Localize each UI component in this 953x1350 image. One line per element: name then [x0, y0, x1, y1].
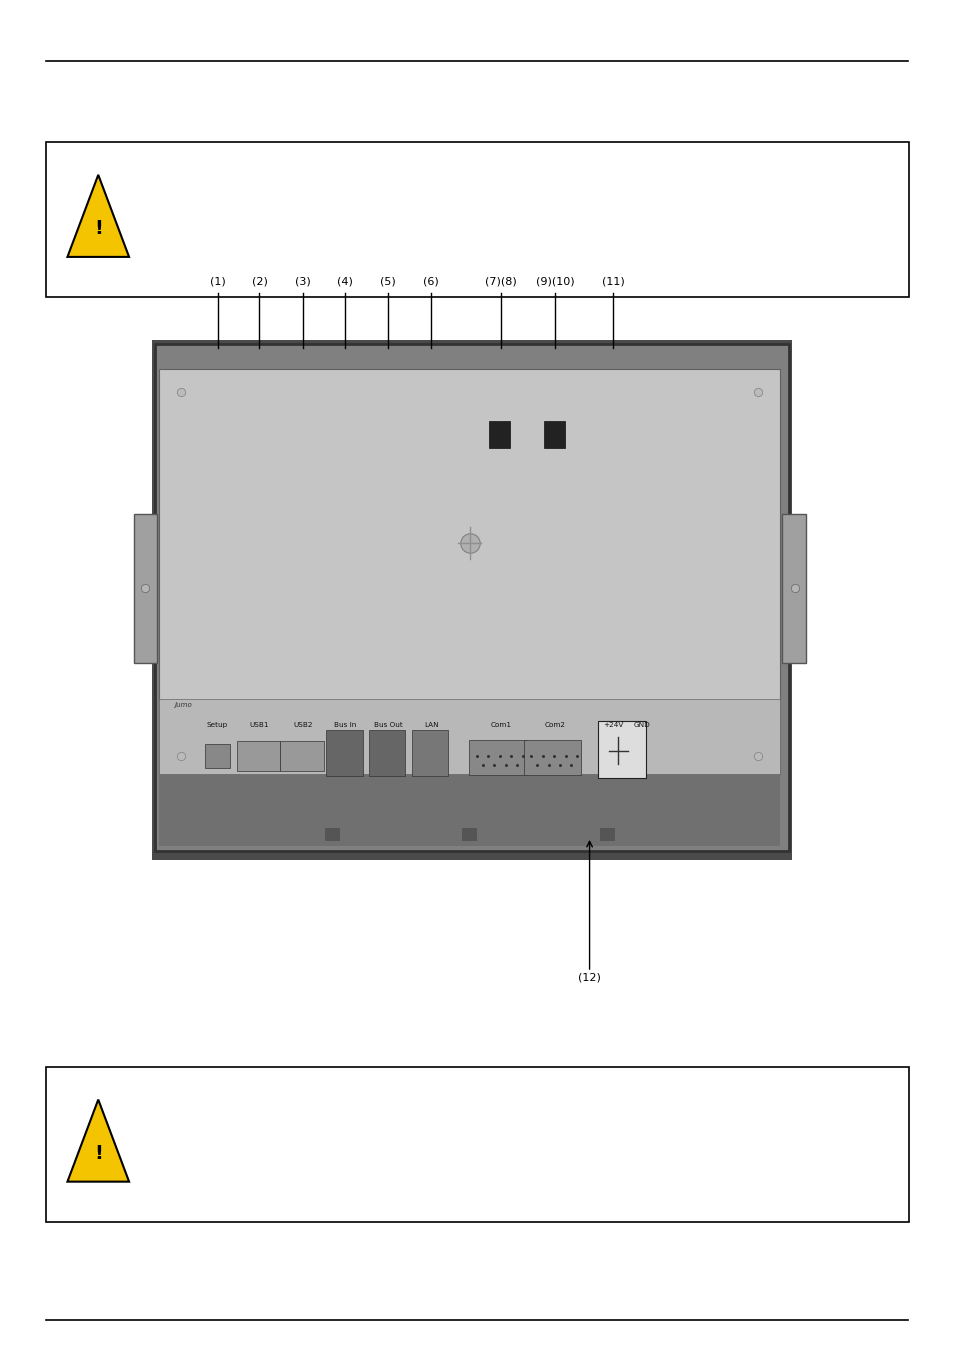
- Bar: [159, 369, 780, 774]
- Text: USB2: USB2: [294, 722, 313, 728]
- Polygon shape: [68, 174, 129, 256]
- Bar: [152, 340, 791, 860]
- Bar: [324, 828, 339, 841]
- Bar: [133, 514, 157, 663]
- Bar: [205, 744, 230, 768]
- Bar: [489, 421, 510, 448]
- Text: (9)(10): (9)(10): [536, 277, 574, 286]
- Bar: [599, 828, 615, 841]
- Text: (2): (2): [252, 277, 267, 286]
- Text: (6): (6): [423, 277, 438, 286]
- Text: (3): (3): [295, 277, 311, 286]
- Text: Bus In: Bus In: [334, 722, 356, 728]
- Bar: [469, 740, 526, 775]
- Text: Jumo: Jumo: [174, 702, 193, 707]
- Bar: [236, 741, 280, 771]
- Text: Bus Out: Bus Out: [374, 722, 402, 728]
- Bar: [280, 741, 324, 771]
- Text: LAN: LAN: [423, 722, 438, 728]
- Bar: [461, 828, 477, 841]
- Bar: [154, 344, 788, 850]
- Bar: [523, 740, 580, 775]
- Bar: [159, 772, 780, 846]
- Text: (11): (11): [601, 277, 624, 286]
- Bar: [326, 730, 362, 776]
- Text: Com1: Com1: [490, 722, 511, 728]
- Bar: [46, 142, 908, 297]
- Text: USB1: USB1: [250, 722, 269, 728]
- Bar: [369, 730, 405, 776]
- Text: (5): (5): [380, 277, 395, 286]
- Bar: [543, 421, 564, 448]
- Bar: [598, 721, 645, 778]
- Text: (7)(8): (7)(8): [484, 277, 517, 286]
- Text: (12): (12): [578, 972, 600, 981]
- Text: Setup: Setup: [207, 722, 228, 728]
- Bar: [412, 730, 448, 776]
- Text: !: !: [93, 1143, 103, 1162]
- Polygon shape: [68, 1099, 129, 1181]
- Text: +24V: +24V: [602, 722, 623, 728]
- Text: Com2: Com2: [544, 722, 565, 728]
- Bar: [159, 699, 780, 774]
- Text: (4): (4): [337, 277, 353, 286]
- Text: GND: GND: [633, 722, 650, 728]
- Text: (1): (1): [210, 277, 225, 286]
- Bar: [781, 514, 805, 663]
- Text: !: !: [93, 219, 103, 238]
- Bar: [46, 1066, 908, 1222]
